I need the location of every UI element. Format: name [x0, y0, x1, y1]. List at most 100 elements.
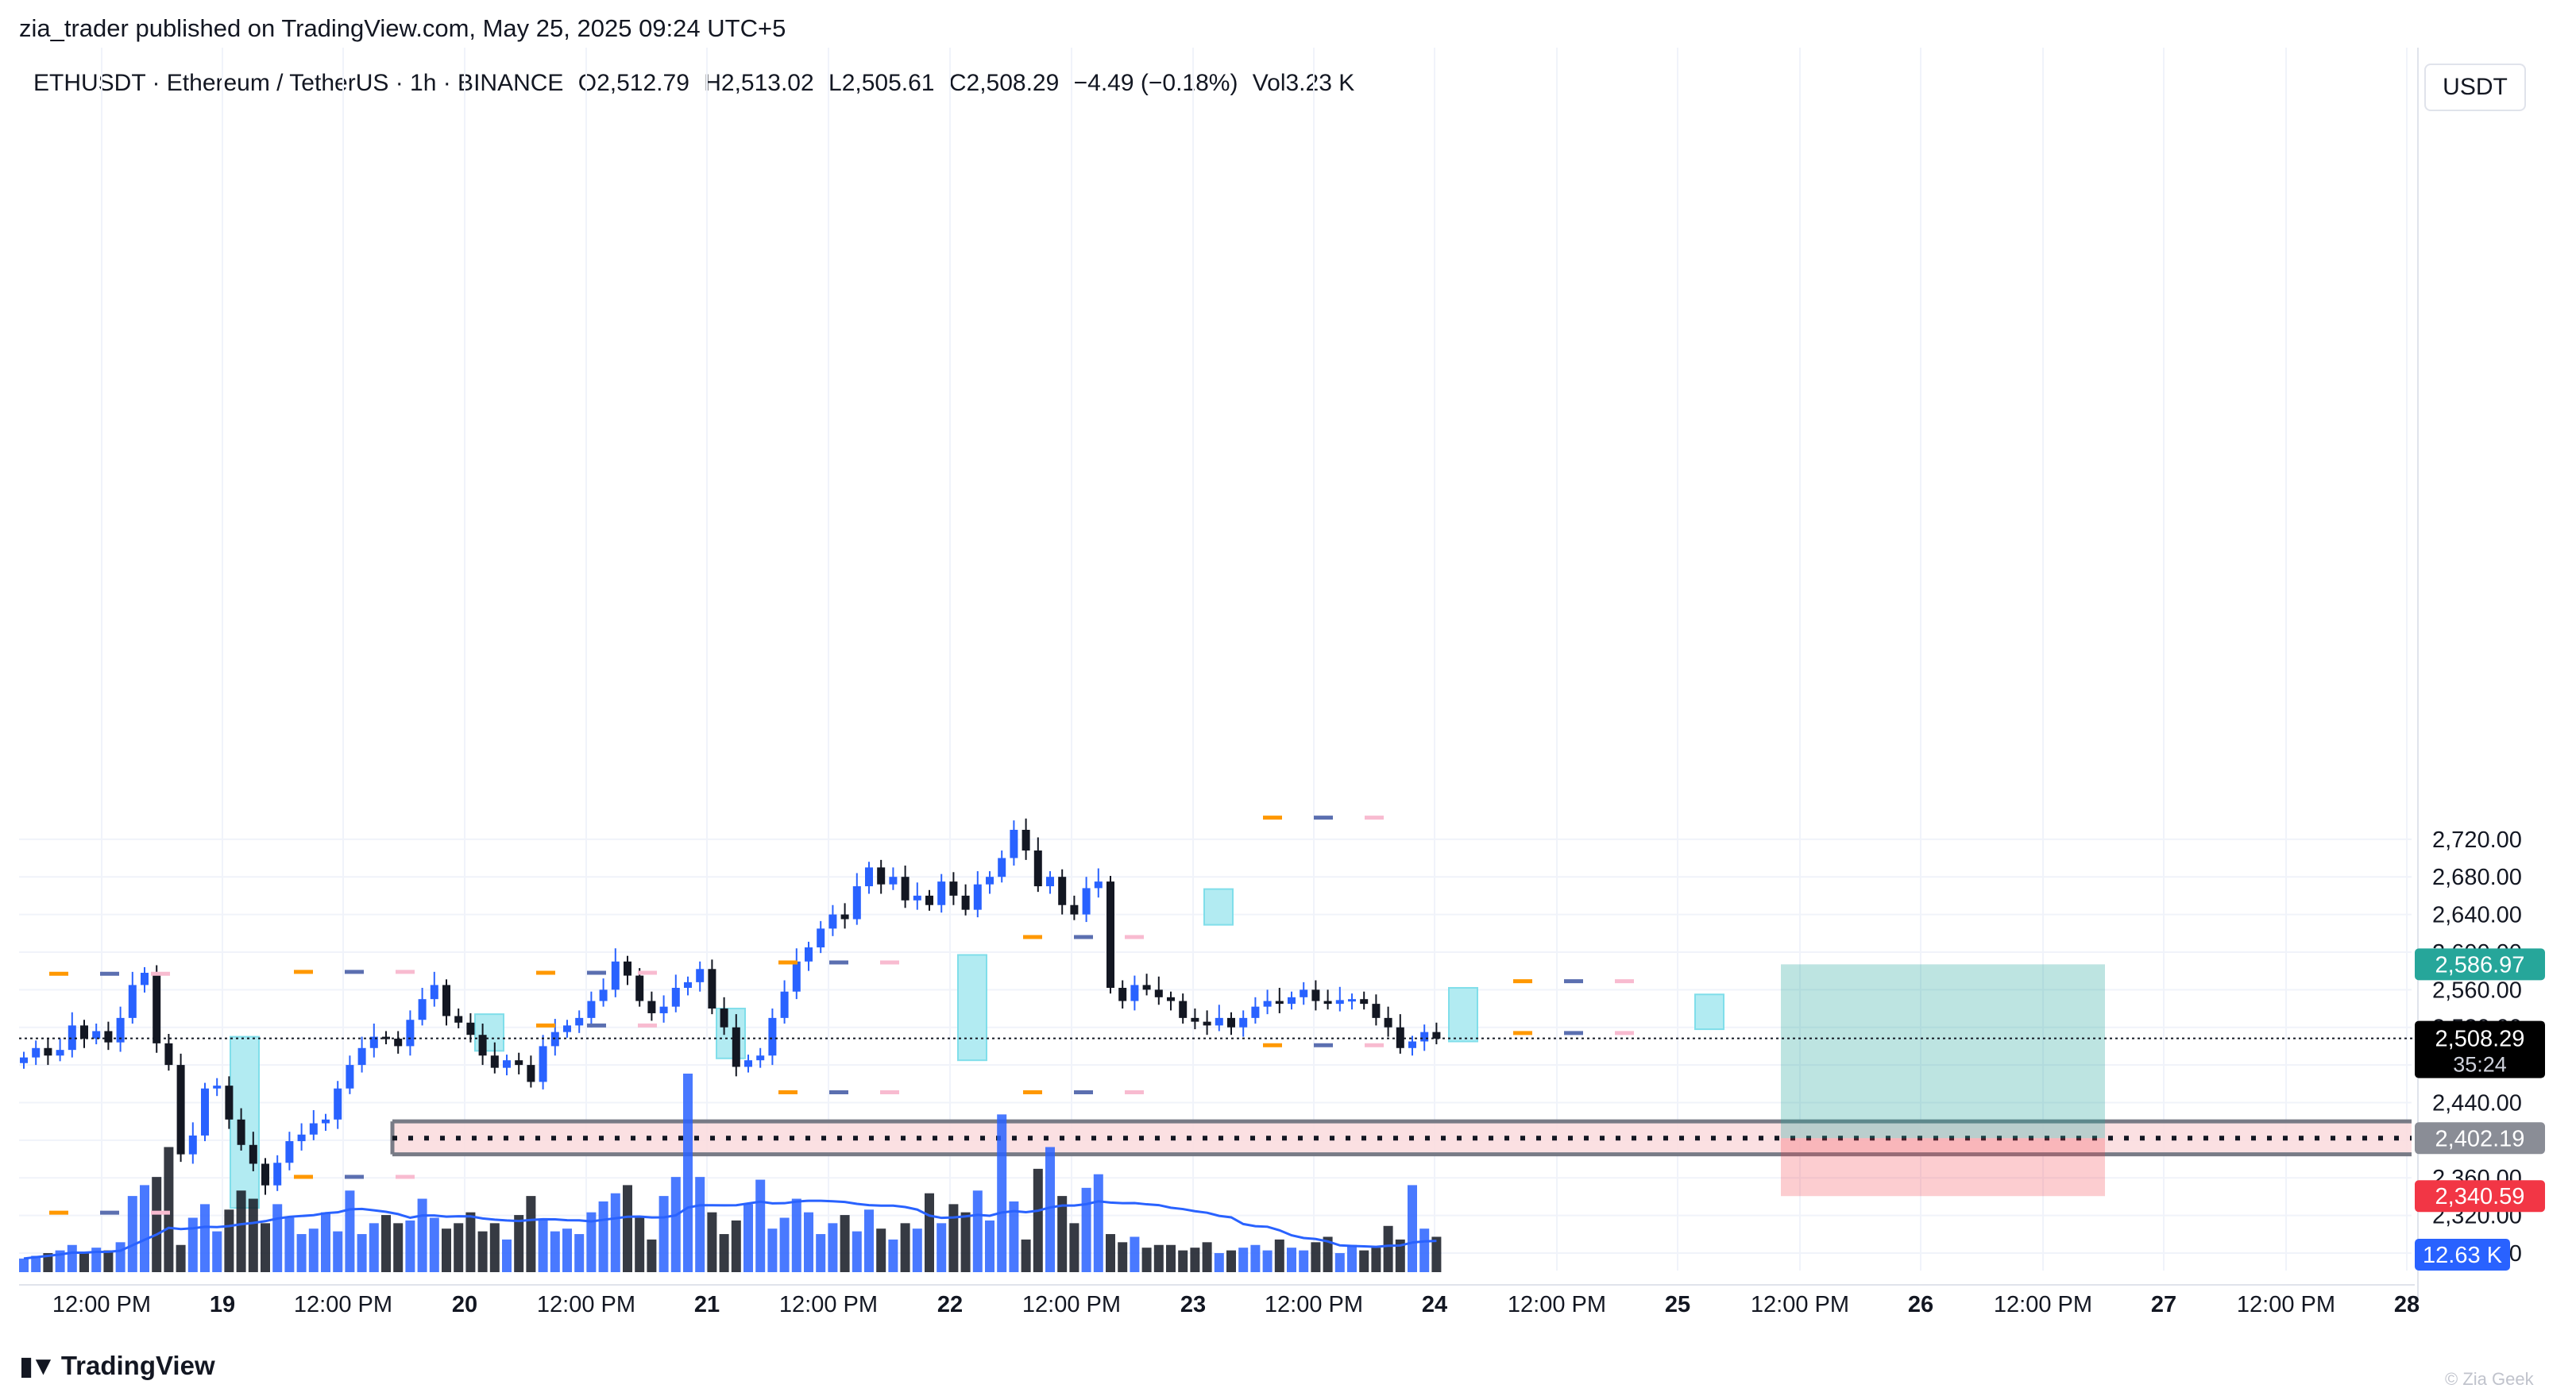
volume-bar — [514, 1215, 524, 1272]
publisher-line: zia_trader published on TradingView.com,… — [19, 14, 786, 42]
candle-body — [1154, 989, 1163, 997]
x-tick-label: 27 — [2151, 1292, 2176, 1317]
y-tick-label: 2,720.00 — [2432, 827, 2522, 853]
volume-bar — [900, 1223, 910, 1272]
volume-bar — [864, 1209, 874, 1272]
x-tick-label: 12:00 PM — [1994, 1292, 2092, 1317]
candle-body — [225, 1086, 234, 1120]
candle-body — [68, 1025, 76, 1051]
volume-bar — [19, 1258, 29, 1272]
volume-tag-bg — [2415, 1239, 2510, 1271]
volume-bar — [1118, 1242, 1128, 1272]
candle-body — [164, 1043, 173, 1066]
tv-brand: TradingView — [60, 1351, 215, 1380]
volume-bar — [152, 1177, 162, 1272]
candle-body — [1191, 1017, 1199, 1022]
volume-bar — [31, 1255, 41, 1272]
volume-bar — [1166, 1244, 1176, 1272]
candle-body — [1384, 1017, 1392, 1028]
candle-body — [1227, 1017, 1235, 1028]
volume-bar — [912, 1228, 922, 1272]
candle-body — [998, 858, 1006, 877]
target-price-label: 2,586.97 — [2435, 952, 2525, 978]
volume-bar — [1106, 1234, 1115, 1272]
candle-body — [1118, 987, 1127, 1001]
candle-body — [1348, 999, 1356, 1002]
candle-body — [56, 1050, 64, 1056]
candle-body — [1323, 1001, 1332, 1005]
candle-body — [430, 985, 438, 1000]
candle-body — [1275, 1001, 1284, 1005]
candlestick-series — [20, 818, 1441, 1195]
candle-body — [1215, 1017, 1223, 1026]
volume-bar — [381, 1215, 391, 1272]
candle-body — [901, 877, 910, 901]
stop-area — [1781, 1138, 2105, 1197]
candle-body — [599, 989, 608, 1001]
chart-overlays — [19, 816, 2415, 1215]
volume-bar — [321, 1212, 330, 1272]
candle-body — [828, 914, 837, 929]
volume-bar — [43, 1253, 53, 1272]
volume-bar — [610, 1193, 620, 1272]
candle-body — [563, 1025, 571, 1032]
candle-body — [442, 985, 450, 1016]
candle-body — [213, 1086, 222, 1089]
fvg-box — [1203, 888, 1234, 926]
candle-body — [817, 928, 825, 948]
candle-body — [684, 982, 692, 988]
legend-high: H2,513.02 — [704, 70, 814, 96]
volume-bar — [405, 1220, 415, 1272]
candle-body — [1094, 881, 1103, 889]
volume-bar — [1190, 1248, 1200, 1272]
volume-bar — [393, 1223, 404, 1272]
candle-body — [949, 881, 958, 896]
chart-axes: 2,720.002,680.002,640.002,600.002,560.00… — [19, 48, 2545, 1317]
volume-bar — [840, 1215, 850, 1272]
candle-body — [756, 1055, 765, 1061]
countdown-label: 35:24 — [2453, 1053, 2507, 1077]
candle-body — [478, 1035, 487, 1056]
candle-body — [1300, 989, 1308, 997]
candle-body — [176, 1065, 185, 1155]
candle-body — [454, 1016, 463, 1023]
candle-body — [369, 1036, 378, 1048]
candle-body — [273, 1163, 282, 1186]
volume-bar — [1069, 1223, 1079, 1272]
volume-bar — [1371, 1248, 1381, 1272]
volume-bar — [1141, 1248, 1152, 1272]
x-tick-label: 22 — [937, 1292, 963, 1317]
candle-body — [309, 1123, 318, 1135]
candle-body — [587, 1001, 596, 1018]
volume-bar — [937, 1223, 947, 1272]
fvg-box — [1694, 993, 1724, 1031]
candle-body — [466, 1022, 475, 1036]
x-tick-label: 20 — [452, 1292, 477, 1317]
volume-bar — [454, 1223, 464, 1272]
candle-body — [1167, 997, 1175, 1001]
candle-body — [840, 914, 849, 920]
volume-bar — [779, 1217, 790, 1272]
volume-bar — [1262, 1250, 1273, 1272]
candle-body — [913, 895, 921, 901]
candle-body — [1058, 877, 1067, 905]
currency-button[interactable]: USDT — [2424, 64, 2526, 111]
legend-symbol[interactable]: ETHUSDT · Ethereum / TetherUS · 1h · BIN… — [33, 70, 564, 96]
volume-bar — [176, 1244, 186, 1272]
volume-bar — [1334, 1253, 1345, 1272]
candle-body — [720, 1009, 728, 1028]
x-tick-label: 21 — [694, 1292, 720, 1317]
candle-body — [792, 961, 801, 992]
candle-body — [20, 1057, 28, 1063]
volume-bar — [1383, 1225, 1393, 1272]
volume-bar — [67, 1244, 77, 1272]
volume-bar — [212, 1231, 222, 1272]
volume-bar — [1419, 1228, 1430, 1272]
volume-bar — [816, 1234, 826, 1272]
legend-open: O2,512.79 — [577, 70, 689, 96]
x-tick-label: 12:00 PM — [1265, 1292, 1363, 1317]
candle-body — [1130, 985, 1139, 1001]
volume-bar — [598, 1201, 608, 1272]
volume-tag-label: 12.63 K — [2423, 1243, 2503, 1268]
